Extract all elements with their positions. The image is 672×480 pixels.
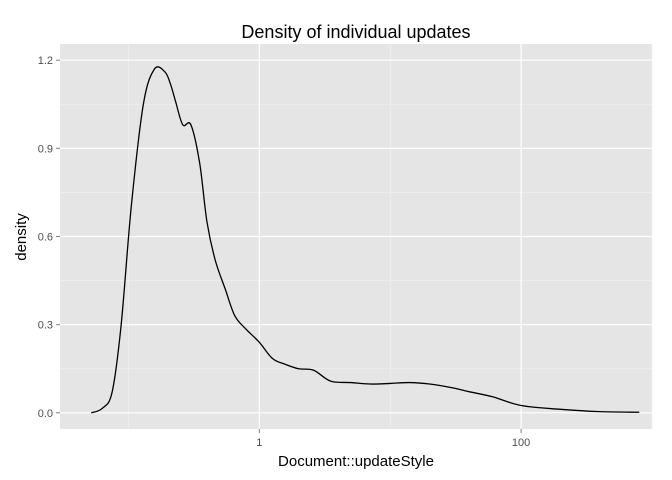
x-axis: 1 100 <box>256 429 530 449</box>
y-axis-title: density <box>13 213 30 261</box>
y-tick-label: 0.0 <box>38 408 53 420</box>
y-tick-label: 0.9 <box>38 143 53 155</box>
x-tick-label: 100 <box>512 437 530 449</box>
chart-title: Density of individual updates <box>241 22 470 42</box>
x-axis-title: Document::updateStyle <box>278 453 434 470</box>
y-tick-label: 1.2 <box>38 55 53 67</box>
density-line <box>91 66 640 414</box>
y-axis: 0.0 0.3 0.6 0.9 1.2 <box>38 55 60 420</box>
y-tick-label: 0.6 <box>38 232 53 244</box>
x-tick-label: 1 <box>256 437 262 449</box>
major-gridlines <box>60 44 652 429</box>
y-tick-label: 0.3 <box>38 320 53 332</box>
